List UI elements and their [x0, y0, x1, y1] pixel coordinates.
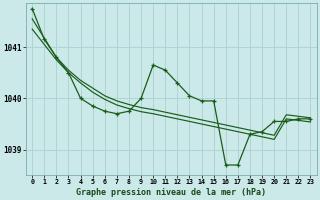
- X-axis label: Graphe pression niveau de la mer (hPa): Graphe pression niveau de la mer (hPa): [76, 188, 266, 197]
